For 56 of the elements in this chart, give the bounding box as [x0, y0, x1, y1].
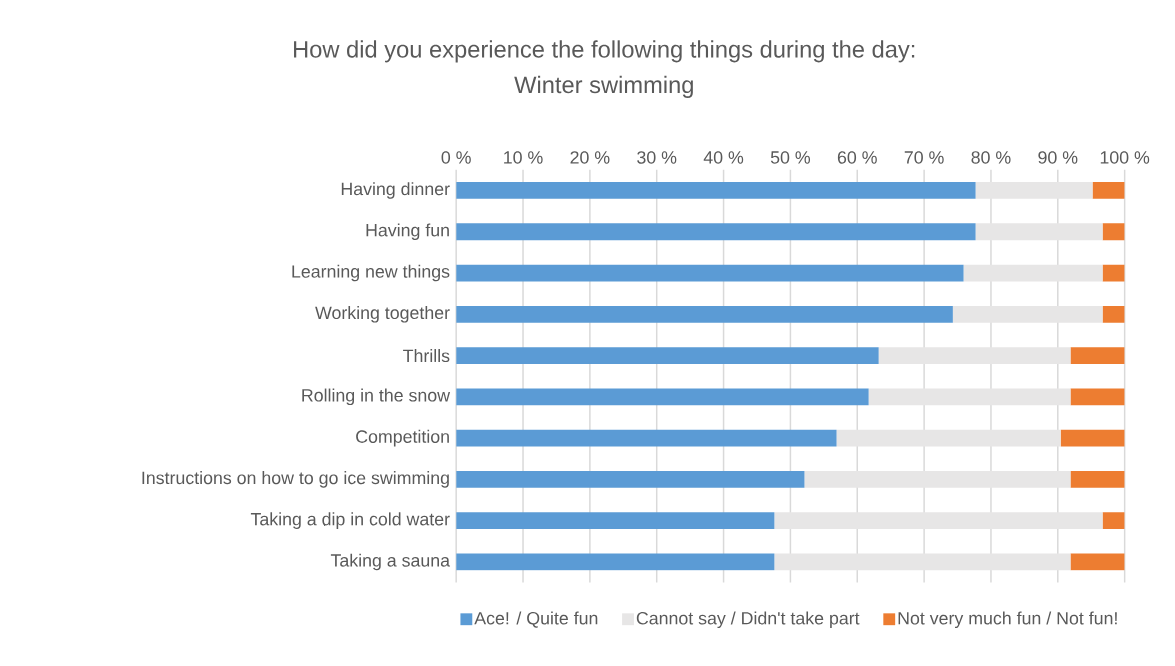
bar — [456, 223, 976, 240]
x-tick-label: 0 % — [441, 150, 471, 164]
y-tick-label: Having fun — [366, 223, 449, 240]
y-tick-label: Competition — [356, 429, 449, 447]
x-tick-label: 10 % — [504, 150, 543, 164]
bar — [878, 346, 1071, 364]
y-tick-label: Rolling in the snow — [302, 388, 451, 405]
x-tick-label: 30 % — [637, 150, 677, 164]
bar — [975, 181, 1093, 199]
chart-subtitle: Winter swimming — [514, 75, 693, 98]
bar — [975, 223, 1103, 240]
bar — [1060, 429, 1125, 447]
bar — [804, 470, 1071, 488]
bar — [456, 264, 964, 282]
bar — [1070, 388, 1125, 405]
bar — [456, 305, 953, 323]
x-tick-label: 90 % — [1038, 150, 1078, 164]
bar — [456, 512, 775, 529]
legend-label: Not very much fun / Not fun! — [898, 611, 1117, 628]
x-tick-label: 70 % — [904, 150, 944, 164]
y-tick-label: Taking a sauna — [330, 553, 451, 570]
bar — [868, 388, 1071, 405]
bar — [774, 553, 1071, 571]
bar — [836, 429, 1061, 447]
x-tick-label: 50 % — [770, 150, 811, 164]
x-tick-label: 60 % — [837, 150, 877, 164]
bar — [1070, 470, 1125, 488]
y-tick-label: Instructions on how to go ice swimming — [142, 470, 449, 488]
y-tick-label: Taking a dip in cold water — [250, 512, 450, 529]
bar — [1102, 264, 1125, 282]
bar — [774, 512, 1103, 529]
y-tick-label: Learning new things — [292, 264, 450, 282]
x-tick-label: 80 % — [971, 150, 1011, 164]
bar — [456, 181, 976, 199]
bar — [1102, 512, 1125, 529]
bar — [1070, 553, 1125, 571]
bar — [1102, 305, 1125, 323]
x-tick-label: 100 % — [1100, 150, 1150, 164]
bar — [1092, 181, 1125, 199]
x-tick-label: 20 % — [570, 150, 610, 164]
bar — [1102, 223, 1125, 240]
bar — [952, 305, 1103, 323]
bar — [1070, 346, 1125, 364]
bar — [456, 553, 775, 571]
bar — [456, 470, 805, 488]
x-tick-label: 40 % — [703, 150, 744, 164]
bar — [456, 429, 837, 447]
legend-label: Ace! / Quite fun — [474, 611, 598, 628]
legend-label: Cannot say / Didn't take part — [636, 611, 860, 628]
y-tick-label: Working together — [315, 305, 450, 323]
y-tick-label: Having dinner — [341, 181, 450, 199]
bar — [963, 264, 1103, 282]
chart-title: How did you experience the following things during the day: — [294, 40, 915, 63]
bar — [456, 388, 869, 405]
y-tick-label: Thrills — [403, 348, 450, 362]
bar — [456, 346, 879, 364]
